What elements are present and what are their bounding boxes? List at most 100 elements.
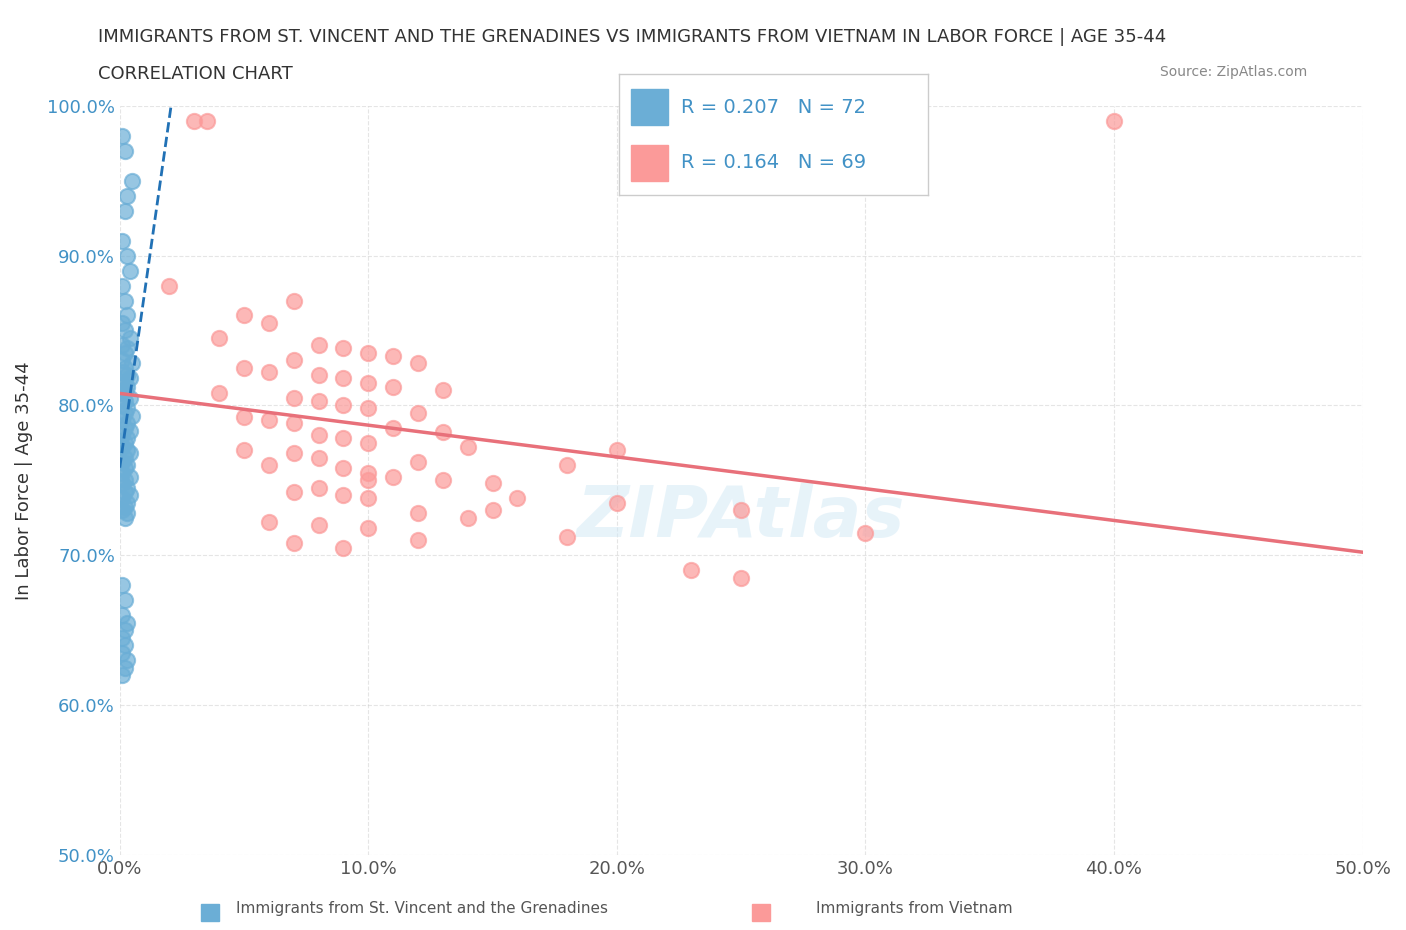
Point: [357, 491, 380, 506]
Point: [115, 248, 138, 263]
Point: [308, 450, 330, 465]
Point: [382, 349, 405, 364]
Point: [233, 443, 256, 458]
Point: [114, 499, 136, 514]
Point: [115, 188, 138, 203]
Point: [114, 293, 136, 308]
Point: [357, 376, 380, 391]
Point: [606, 496, 628, 511]
Point: [332, 371, 354, 386]
Point: [257, 458, 280, 472]
Text: IMMIGRANTS FROM ST. VINCENT AND THE GRENADINES VS IMMIGRANTS FROM VIETNAM IN LAB: IMMIGRANTS FROM ST. VINCENT AND THE GREN…: [98, 28, 1167, 46]
Point: [457, 440, 479, 455]
Point: [111, 465, 134, 480]
Point: [111, 315, 134, 330]
Point: [432, 472, 454, 487]
Point: [121, 173, 143, 188]
Point: [481, 476, 503, 491]
Point: [114, 420, 136, 435]
Point: [115, 341, 138, 356]
Point: [111, 379, 134, 393]
Point: [115, 481, 138, 496]
Point: [111, 233, 134, 248]
Point: [114, 203, 136, 218]
Point: [257, 413, 280, 428]
Point: [283, 353, 305, 368]
Point: [114, 472, 136, 487]
Point: [332, 488, 354, 503]
Point: [555, 458, 578, 472]
Point: [332, 461, 354, 476]
Point: [115, 308, 138, 323]
Point: [111, 413, 134, 428]
Text: Immigrants from St. Vincent and the Grenadines: Immigrants from St. Vincent and the Gren…: [236, 901, 607, 916]
Point: [114, 638, 136, 653]
Point: [208, 330, 231, 345]
Point: [114, 393, 136, 408]
Point: [115, 616, 138, 631]
Point: [115, 380, 138, 395]
Point: [283, 391, 305, 405]
Point: [1102, 113, 1125, 128]
Point: [308, 393, 330, 408]
Point: [382, 470, 405, 485]
Point: [114, 660, 136, 675]
Bar: [752, 904, 770, 921]
Point: [382, 380, 405, 395]
Point: [114, 511, 136, 525]
Point: [111, 491, 134, 506]
Text: ZIPAtlas: ZIPAtlas: [576, 484, 905, 552]
Point: [195, 113, 218, 128]
Point: [115, 368, 138, 383]
Point: [208, 386, 231, 401]
Text: R = 0.207   N = 72: R = 0.207 N = 72: [681, 98, 866, 116]
Point: [111, 476, 134, 491]
Point: [308, 428, 330, 443]
Point: [432, 383, 454, 398]
Point: [114, 592, 136, 607]
Text: CORRELATION CHART: CORRELATION CHART: [98, 65, 294, 83]
Point: [114, 346, 136, 361]
Point: [730, 503, 752, 518]
Point: [357, 465, 380, 480]
Point: [457, 511, 479, 525]
Point: [159, 278, 181, 293]
Point: [118, 263, 141, 278]
Point: [332, 398, 354, 413]
Point: [606, 443, 628, 458]
Point: [357, 401, 380, 416]
Y-axis label: In Labor Force | Age 35-44: In Labor Force | Age 35-44: [15, 361, 32, 600]
Point: [111, 668, 134, 683]
Point: [111, 455, 134, 470]
Point: [308, 368, 330, 383]
Point: [432, 425, 454, 440]
Point: [111, 365, 134, 379]
Point: [308, 338, 330, 352]
Point: [118, 391, 141, 405]
Point: [332, 540, 354, 555]
Point: [115, 443, 138, 458]
Point: [114, 450, 136, 465]
Point: [406, 356, 429, 371]
Point: [183, 113, 205, 128]
Point: [115, 496, 138, 511]
Point: [118, 423, 141, 438]
Point: [115, 506, 138, 521]
Point: [111, 578, 134, 592]
Point: [118, 371, 141, 386]
Point: [233, 361, 256, 376]
Point: [111, 607, 134, 622]
Point: [115, 401, 138, 416]
Point: [111, 503, 134, 518]
Point: [111, 645, 134, 660]
Point: [115, 416, 138, 431]
Point: [332, 341, 354, 356]
Point: [111, 631, 134, 645]
Point: [114, 323, 136, 338]
Point: [115, 458, 138, 472]
Point: [730, 570, 752, 585]
Point: [111, 278, 134, 293]
Point: [257, 315, 280, 330]
Point: [114, 623, 136, 638]
Point: [111, 398, 134, 413]
